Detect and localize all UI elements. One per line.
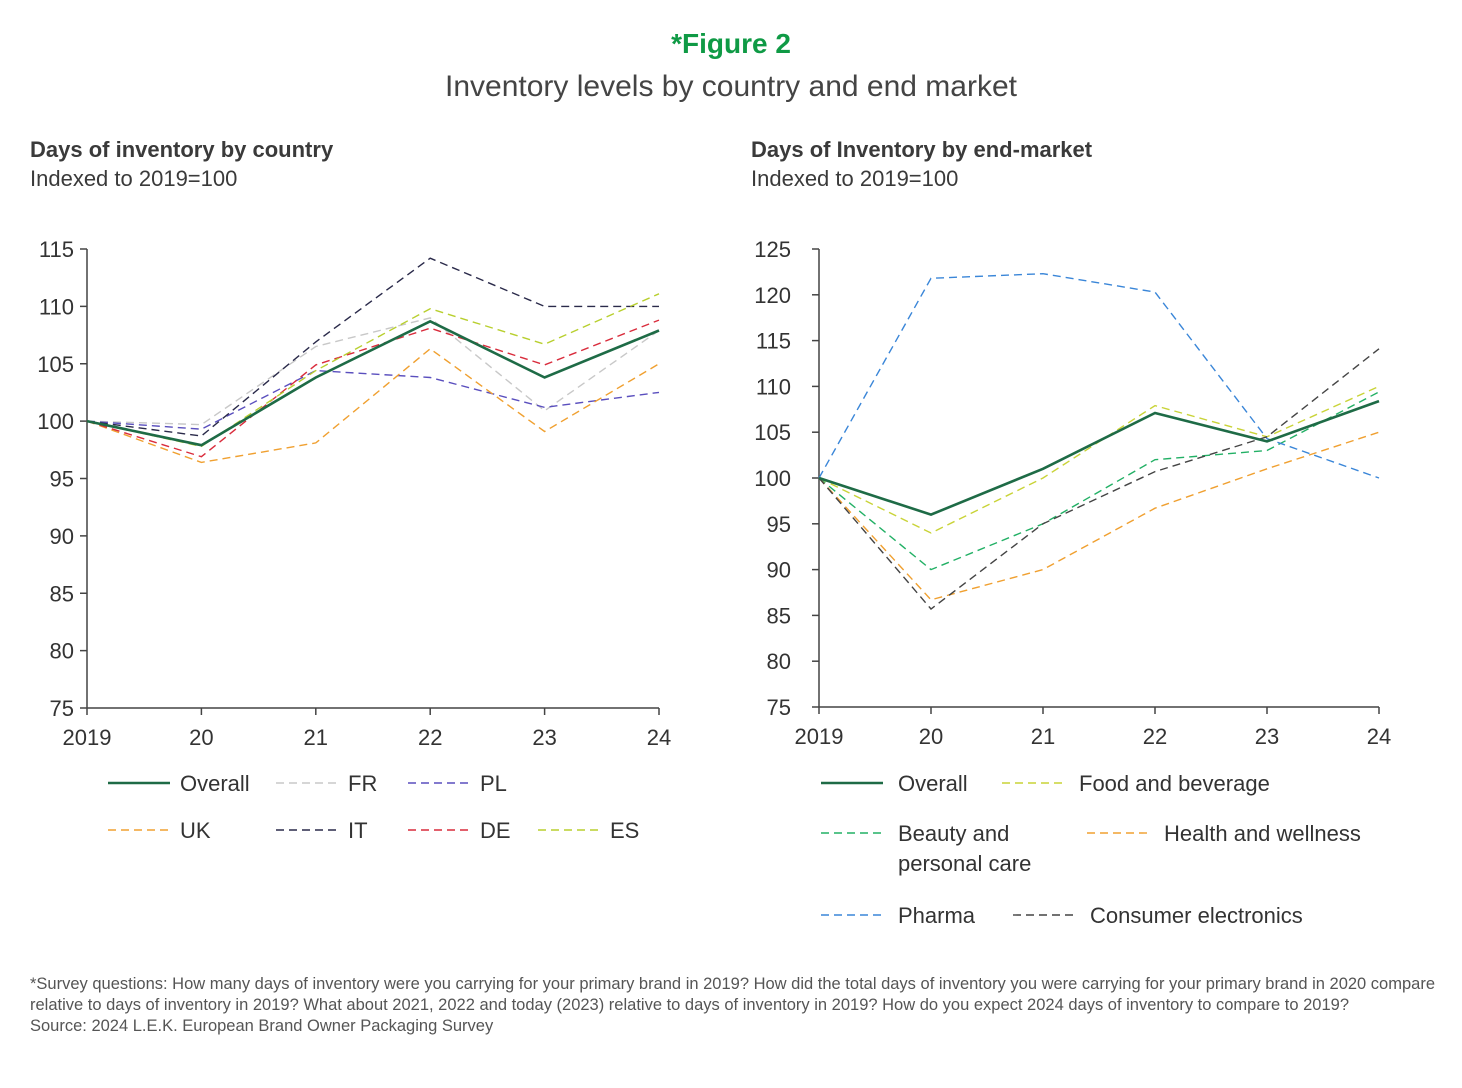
y-tick-label: 125 — [754, 237, 791, 262]
right-panel-subtitle: Indexed to 2019=100 — [751, 166, 959, 191]
legend-item-overall: Overall — [821, 771, 968, 796]
x-tick-label: 24 — [1367, 724, 1391, 749]
figure-label: *Figure 2 — [671, 28, 791, 59]
y-tick-label: 120 — [754, 283, 791, 308]
footnote: *Survey questions: How many days of inve… — [30, 974, 1440, 1037]
left-panel-subtitle: Indexed to 2019=100 — [30, 166, 238, 191]
series-line-consumer-electronics — [818, 348, 1380, 610]
legend-label: Pharma — [898, 903, 976, 928]
x-tick-label: 21 — [304, 725, 328, 750]
y-tick-label: 90 — [767, 558, 791, 583]
legend-item-pl: PL — [408, 771, 507, 796]
y-tick-label: 100 — [37, 409, 74, 434]
series-line-food-and-beverage — [818, 385, 1380, 534]
y-tick-label: 110 — [39, 294, 74, 319]
legend-item-it: IT — [276, 818, 368, 843]
series-line-fr — [86, 317, 660, 426]
legend-item-overall: Overall — [108, 771, 250, 796]
legend-label: Food and beverage — [1079, 771, 1270, 796]
series-line-health-and-wellness — [818, 431, 1380, 601]
legend-label: FR — [348, 771, 377, 796]
y-tick-label: 95 — [767, 512, 791, 537]
legend-label: Health and wellness — [1164, 821, 1361, 846]
right-panel-title: Days of Inventory by end-market — [751, 137, 1093, 162]
legend-item-es: ES — [538, 818, 639, 843]
x-tick-label: 22 — [1143, 724, 1167, 749]
legend-item-beauty-and-personal-care: Beauty and personal care — [821, 821, 1031, 876]
y-tick-label: 80 — [767, 649, 791, 674]
left-panel-title: Days of inventory by country — [30, 137, 334, 162]
legend-item-uk: UK — [108, 818, 211, 843]
legend-label: IT — [348, 818, 368, 843]
y-tick-label: 115 — [39, 237, 74, 262]
y-tick-label: 80 — [50, 639, 74, 664]
y-tick-label: 105 — [754, 420, 791, 445]
y-tick-label: 75 — [50, 696, 74, 721]
figure-title: Inventory levels by country and end mark… — [445, 70, 1017, 103]
legend-label: DE — [480, 818, 511, 843]
legend-label: Overall — [898, 771, 968, 796]
y-tick-label: 110 — [756, 374, 791, 399]
x-tick-label: 2019 — [63, 725, 112, 750]
legend-item-food-and-beverage: Food and beverage — [1002, 771, 1270, 796]
legend-item-pharma: Pharma — [821, 903, 976, 928]
legend-item-fr: FR — [276, 771, 377, 796]
x-tick-label: 21 — [1031, 724, 1055, 749]
y-tick-label: 115 — [756, 329, 791, 354]
series-line-pharma — [818, 272, 1380, 479]
legend-item-de: DE — [408, 818, 511, 843]
legend-label: ES — [610, 818, 639, 843]
y-tick-label: 100 — [754, 466, 791, 491]
x-tick-label: 22 — [418, 725, 442, 750]
legend-item-consumer-electronics: Consumer electronics — [1013, 903, 1303, 928]
legend-label: Beauty and personal care — [898, 821, 1031, 876]
series-line-beauty-and-personal-care — [818, 391, 1380, 571]
series-line-de — [86, 319, 660, 458]
series-line-overall — [818, 399, 1380, 516]
y-tick-label: 85 — [50, 581, 74, 606]
x-tick-label: 2019 — [795, 724, 844, 749]
legend-label: PL — [480, 771, 507, 796]
legend-label: Overall — [180, 771, 250, 796]
x-tick-label: 20 — [919, 724, 943, 749]
y-tick-label: 90 — [50, 524, 74, 549]
legend-label: UK — [180, 818, 211, 843]
x-tick-label: 24 — [647, 725, 671, 750]
x-tick-label: 23 — [532, 725, 556, 750]
y-tick-label: 85 — [767, 603, 791, 628]
source-note: Source: 2024 L.E.K. European Brand Owner… — [30, 1017, 494, 1035]
legend-label: Consumer electronics — [1090, 903, 1303, 928]
x-tick-label: 23 — [1255, 724, 1279, 749]
x-tick-label: 20 — [189, 725, 213, 750]
y-tick-label: 75 — [767, 695, 791, 720]
series-line-pl — [86, 369, 660, 430]
legend-item-health-and-wellness: Health and wellness — [1087, 821, 1361, 846]
series-line-overall — [86, 319, 660, 447]
series-line-it — [86, 257, 659, 437]
y-tick-label: 95 — [50, 467, 74, 492]
survey-questions-note: *Survey questions: How many days of inve… — [30, 975, 1436, 1014]
series-line-uk — [86, 347, 660, 464]
y-tick-label: 105 — [37, 352, 74, 377]
